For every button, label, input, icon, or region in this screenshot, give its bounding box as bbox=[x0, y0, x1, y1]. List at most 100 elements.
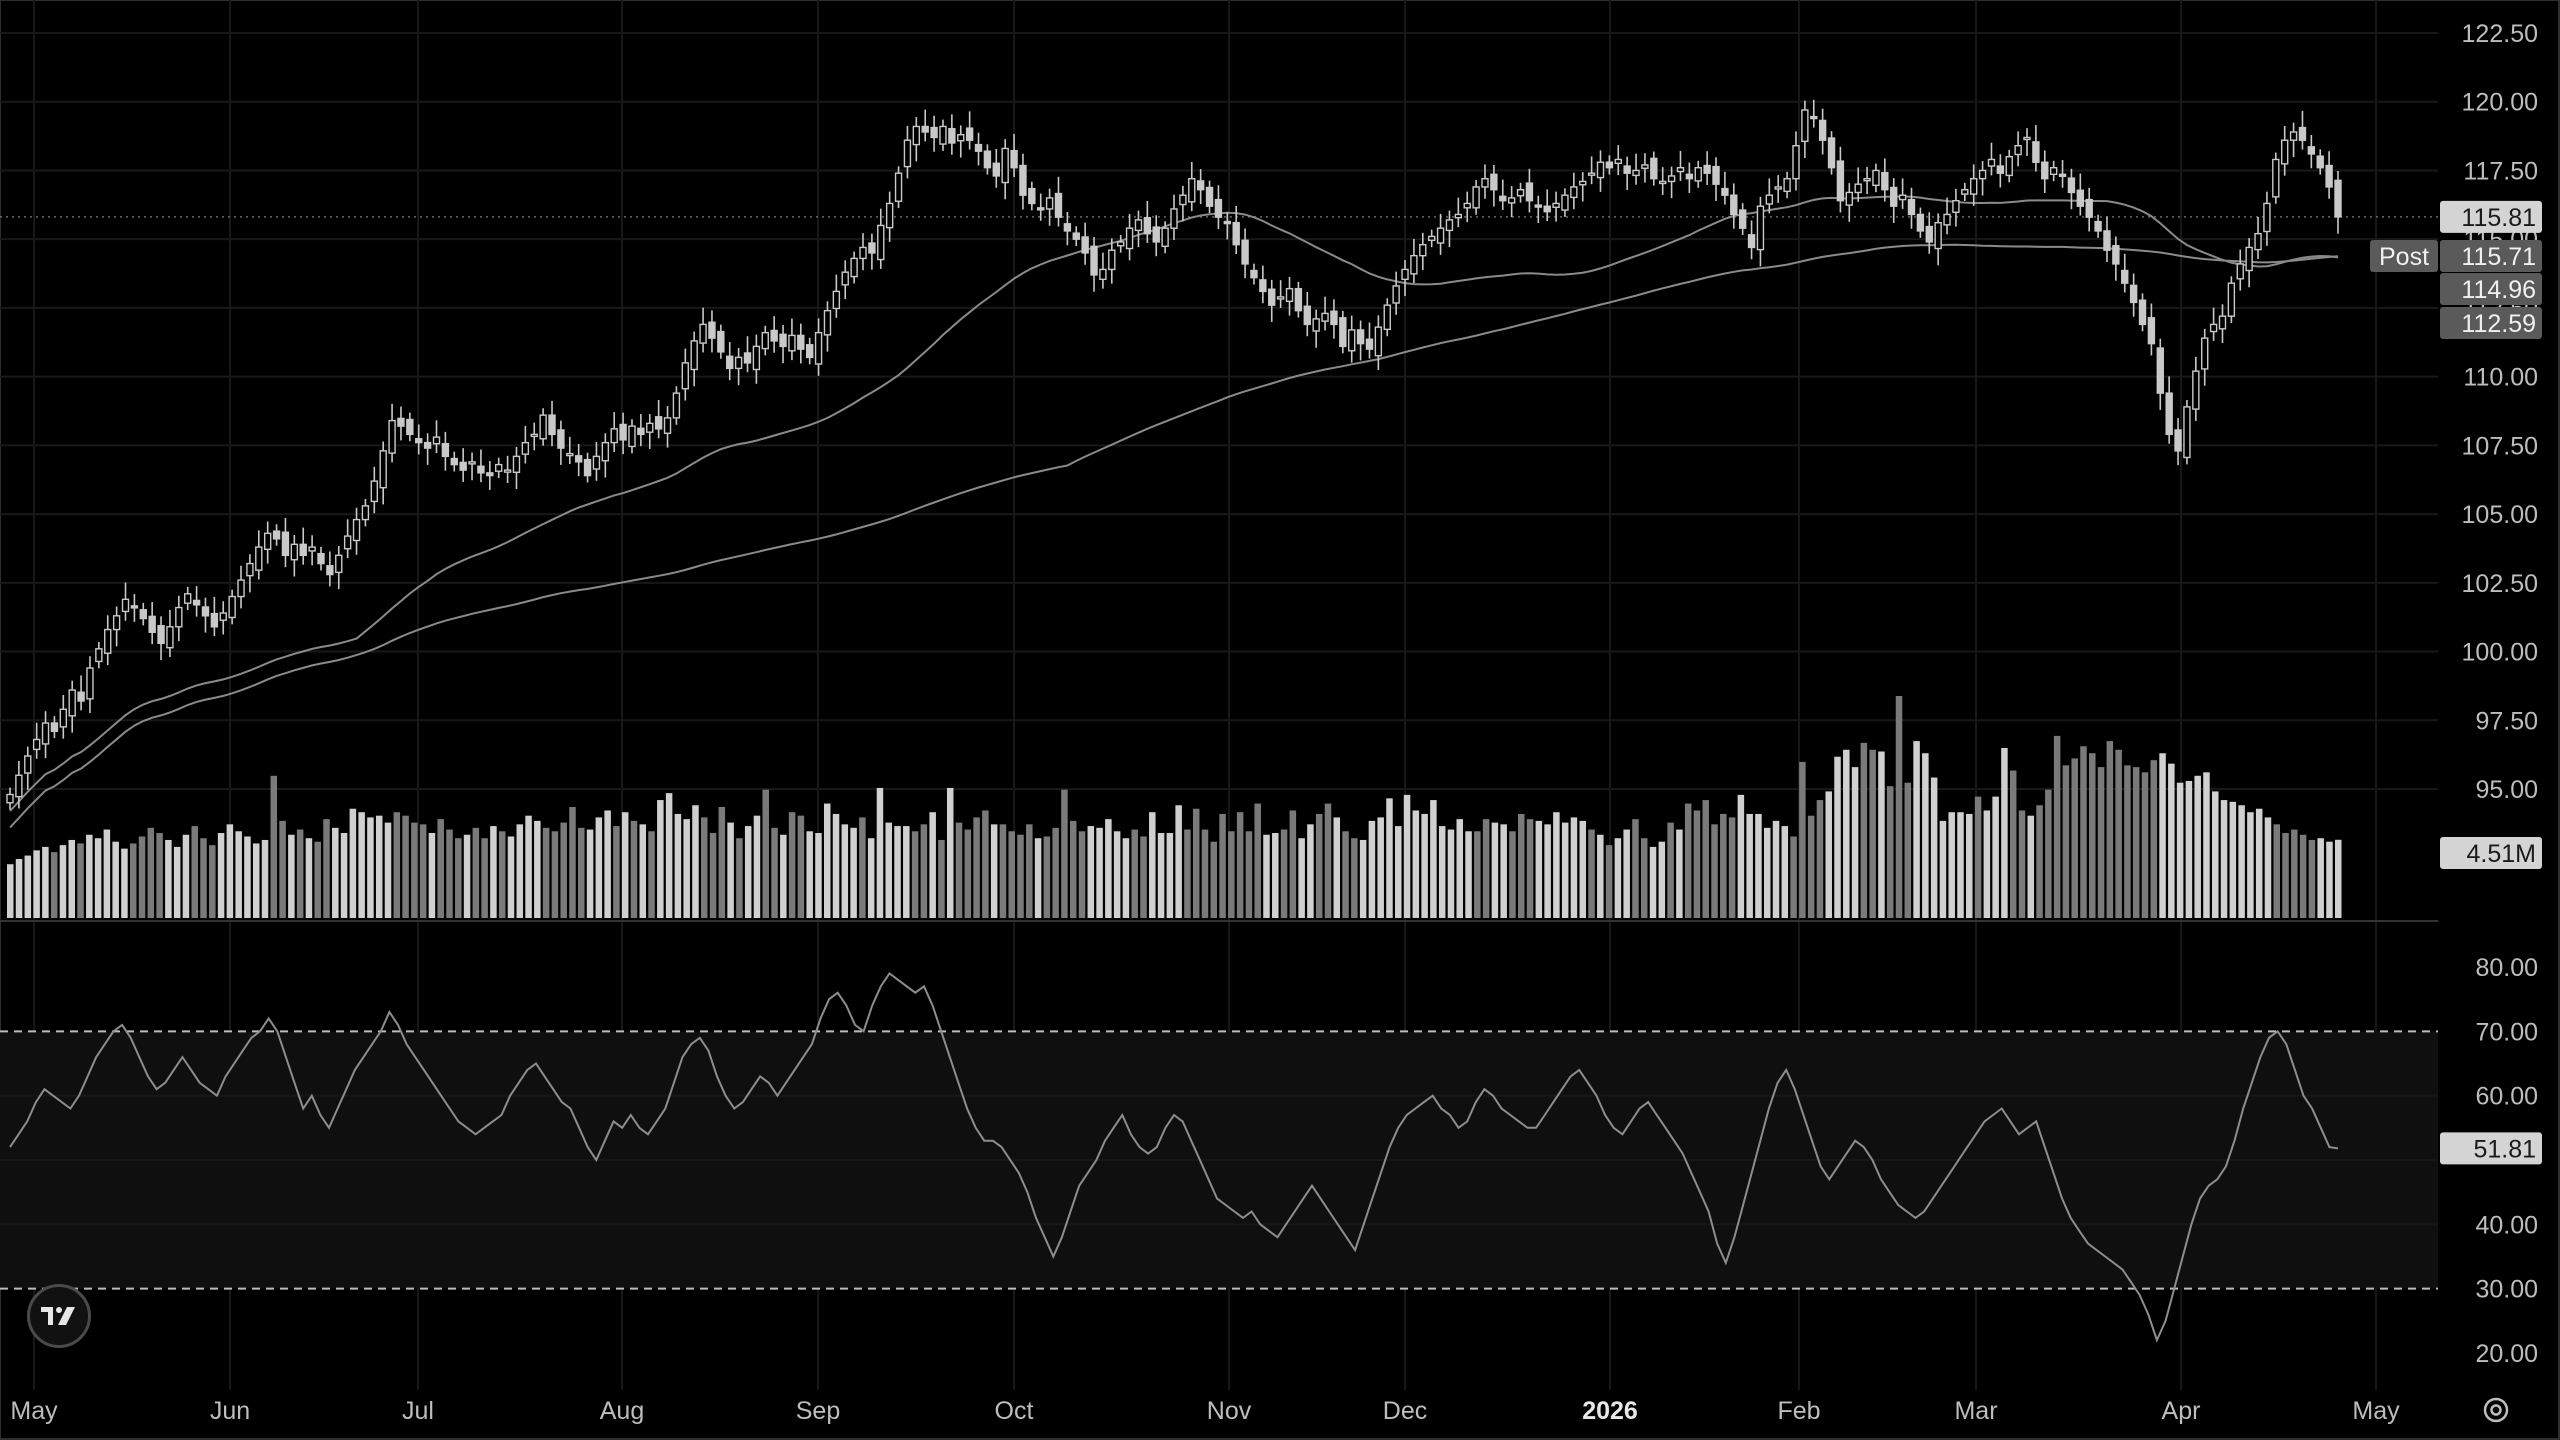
candle-body bbox=[1339, 317, 1347, 348]
rsi-band bbox=[0, 1030, 2438, 1290]
volume-bar bbox=[1245, 831, 1253, 918]
tradingview-logo-icon[interactable] bbox=[27, 1284, 91, 1348]
volume-bar bbox=[367, 817, 374, 918]
candle-body bbox=[210, 612, 219, 628]
volume-bar bbox=[50, 852, 58, 918]
volume-bar bbox=[876, 787, 884, 918]
candle-body bbox=[1356, 329, 1365, 345]
volume-bar bbox=[1289, 810, 1297, 918]
volume-bar bbox=[2001, 748, 2008, 918]
candle-body bbox=[548, 414, 556, 436]
candle-body bbox=[1890, 186, 1898, 207]
volume-bar bbox=[630, 820, 638, 918]
time-tick-label: Oct bbox=[995, 1397, 1034, 1425]
volume-bar bbox=[2273, 824, 2281, 918]
candle-body bbox=[1543, 205, 1551, 213]
volume-bar bbox=[42, 846, 49, 918]
volume-bar bbox=[718, 807, 726, 918]
price-tick-label: 105.00 bbox=[2462, 501, 2538, 529]
volume-bar bbox=[1175, 805, 1182, 918]
candle-body bbox=[2058, 173, 2067, 178]
volume-bar bbox=[955, 822, 963, 918]
candle-body bbox=[2192, 370, 2200, 410]
volume-bar bbox=[1597, 834, 1604, 918]
volume-bar bbox=[1474, 831, 1481, 918]
candle-body bbox=[1792, 145, 1800, 180]
volume-bar bbox=[2018, 810, 2026, 918]
volume-bar bbox=[2185, 780, 2193, 918]
candle-body bbox=[15, 774, 23, 798]
volume-bar bbox=[709, 833, 717, 918]
volume-bar bbox=[1834, 756, 1841, 918]
candle-body bbox=[974, 143, 983, 152]
candle-body bbox=[1223, 220, 1232, 225]
volume-bar bbox=[1324, 803, 1332, 918]
volume-bar bbox=[1113, 831, 1121, 918]
rsi-axis[interactable]: 80.00 70.00 60.00 40.00 30.00 20.00 bbox=[2475, 954, 2538, 1368]
price-tick-label: 122.50 bbox=[2462, 20, 2538, 48]
volume-bar bbox=[1632, 819, 1639, 918]
candle-body bbox=[2129, 284, 2138, 304]
candle-body bbox=[930, 126, 938, 139]
volume-bar bbox=[1825, 791, 1832, 918]
candle-body bbox=[41, 722, 50, 745]
candle-body bbox=[95, 648, 103, 663]
candle-body bbox=[894, 172, 903, 202]
volume-bar bbox=[252, 843, 260, 918]
rsi-tick-label: 40.00 bbox=[2475, 1211, 2538, 1239]
rsi-tick-label: 20.00 bbox=[2475, 1340, 2538, 1368]
candle-body bbox=[2209, 323, 2218, 333]
volume-bar bbox=[2132, 767, 2140, 918]
candle-body bbox=[1881, 171, 1889, 191]
volume-bar bbox=[323, 819, 330, 918]
time-tick-label: Jul bbox=[402, 1397, 434, 1425]
candle-body bbox=[1348, 329, 1356, 352]
candle-body bbox=[2121, 269, 2129, 284]
volume-bar bbox=[2335, 839, 2342, 918]
volume-bar bbox=[1658, 841, 1666, 918]
gear-icon[interactable] bbox=[2480, 1394, 2512, 1426]
volume-bar bbox=[1430, 800, 1437, 918]
volume-bar bbox=[929, 812, 936, 918]
volume-bar bbox=[279, 820, 286, 918]
volume-bar bbox=[490, 826, 497, 918]
volume-bar bbox=[1061, 789, 1068, 918]
candle-body bbox=[246, 562, 254, 577]
volume-bar bbox=[1034, 838, 1042, 918]
candle-body bbox=[352, 518, 361, 542]
volume-bar bbox=[1465, 831, 1472, 918]
candle-body bbox=[912, 125, 921, 146]
candle-body bbox=[2272, 158, 2280, 198]
volume-bar bbox=[1886, 786, 1894, 918]
candle-body bbox=[2280, 139, 2289, 165]
candle-body bbox=[1241, 239, 1249, 265]
candle-body bbox=[255, 546, 263, 571]
ma-slow-badge: 112.59 bbox=[2461, 310, 2536, 338]
volume-bar bbox=[68, 839, 75, 918]
volume-bar bbox=[1544, 824, 1551, 918]
volume-bar bbox=[1676, 829, 1683, 918]
candle-body bbox=[770, 329, 778, 342]
volume-bar bbox=[578, 827, 585, 918]
candle-body bbox=[2245, 246, 2253, 272]
candle-body bbox=[1961, 188, 1969, 195]
volume-bar bbox=[209, 845, 216, 918]
candle-body bbox=[965, 127, 974, 141]
candle-body bbox=[1205, 186, 1214, 207]
volume-bar bbox=[1579, 820, 1586, 918]
candle-body bbox=[228, 595, 236, 619]
volume-bar bbox=[2326, 841, 2333, 918]
candle-body bbox=[699, 323, 707, 344]
candle-body bbox=[1490, 173, 1498, 191]
volume-bar bbox=[1351, 838, 1358, 918]
candle-body bbox=[1934, 221, 1942, 250]
candle-body bbox=[1507, 197, 1516, 204]
price-tick-label: 107.50 bbox=[2462, 432, 2538, 460]
time-axis[interactable]: May Jun Jul Aug Sep Oct Nov Dec 2026 Feb Mar Apr May bbox=[10, 1397, 2400, 1425]
volume-bar bbox=[1930, 777, 1938, 918]
volume-bar bbox=[797, 815, 805, 918]
volume-bar bbox=[244, 836, 251, 918]
candle-body bbox=[1125, 227, 1134, 250]
candle-body bbox=[1925, 225, 1933, 243]
